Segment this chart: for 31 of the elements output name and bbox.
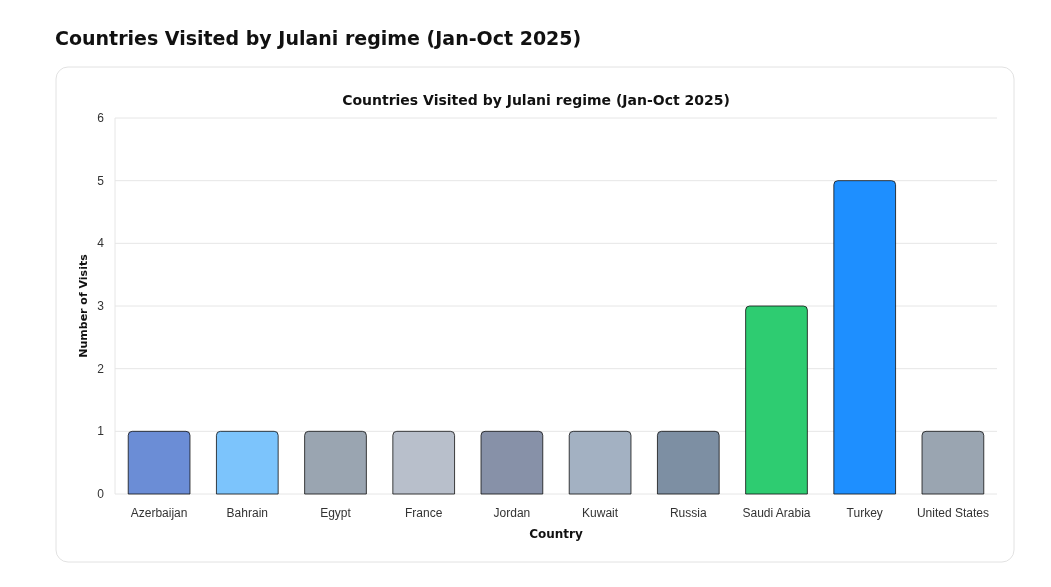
y-tick-label: 1 xyxy=(97,424,105,439)
x-tick-label: Egypt xyxy=(320,506,352,520)
text: Countries Visited by Julani regime (Jan-Oct 2025) xyxy=(55,27,582,49)
y-tick-label: 6 xyxy=(97,111,105,125)
y-tick-label: 0 xyxy=(97,487,105,501)
bar xyxy=(216,430,279,495)
x-tick-label: Russia xyxy=(669,506,707,520)
bar xyxy=(833,180,896,495)
bar xyxy=(568,430,632,495)
chart-title: Countries Visited by Julani regime (Jan-Oct 2025) xyxy=(342,92,730,108)
bar xyxy=(392,430,455,495)
x-tick-label: Kuwait xyxy=(582,506,619,520)
x-tick-label: Saudi Arabia xyxy=(742,506,811,520)
x-axis-title: Country xyxy=(529,527,583,541)
x-tick-label: Bahrain xyxy=(226,506,268,520)
bar xyxy=(921,430,985,495)
y-tick-label: 4 xyxy=(97,236,105,251)
bar xyxy=(304,430,367,495)
y-axis-title: Number of Visits xyxy=(77,253,90,358)
x-tick-label: Azerbaijan xyxy=(130,506,188,520)
x-tick-label: France xyxy=(405,506,443,520)
y-tick-label: 3 xyxy=(97,299,105,313)
bar xyxy=(657,430,720,495)
bar xyxy=(745,305,808,495)
bar xyxy=(127,430,191,495)
x-tick-label: United States xyxy=(916,506,989,520)
y-tick-label: 2 xyxy=(97,361,105,376)
x-tick-label: Turkey xyxy=(846,506,883,520)
y-tick-label: 5 xyxy=(97,173,105,188)
bar xyxy=(480,430,544,495)
x-tick-label: Jordan xyxy=(493,506,531,520)
